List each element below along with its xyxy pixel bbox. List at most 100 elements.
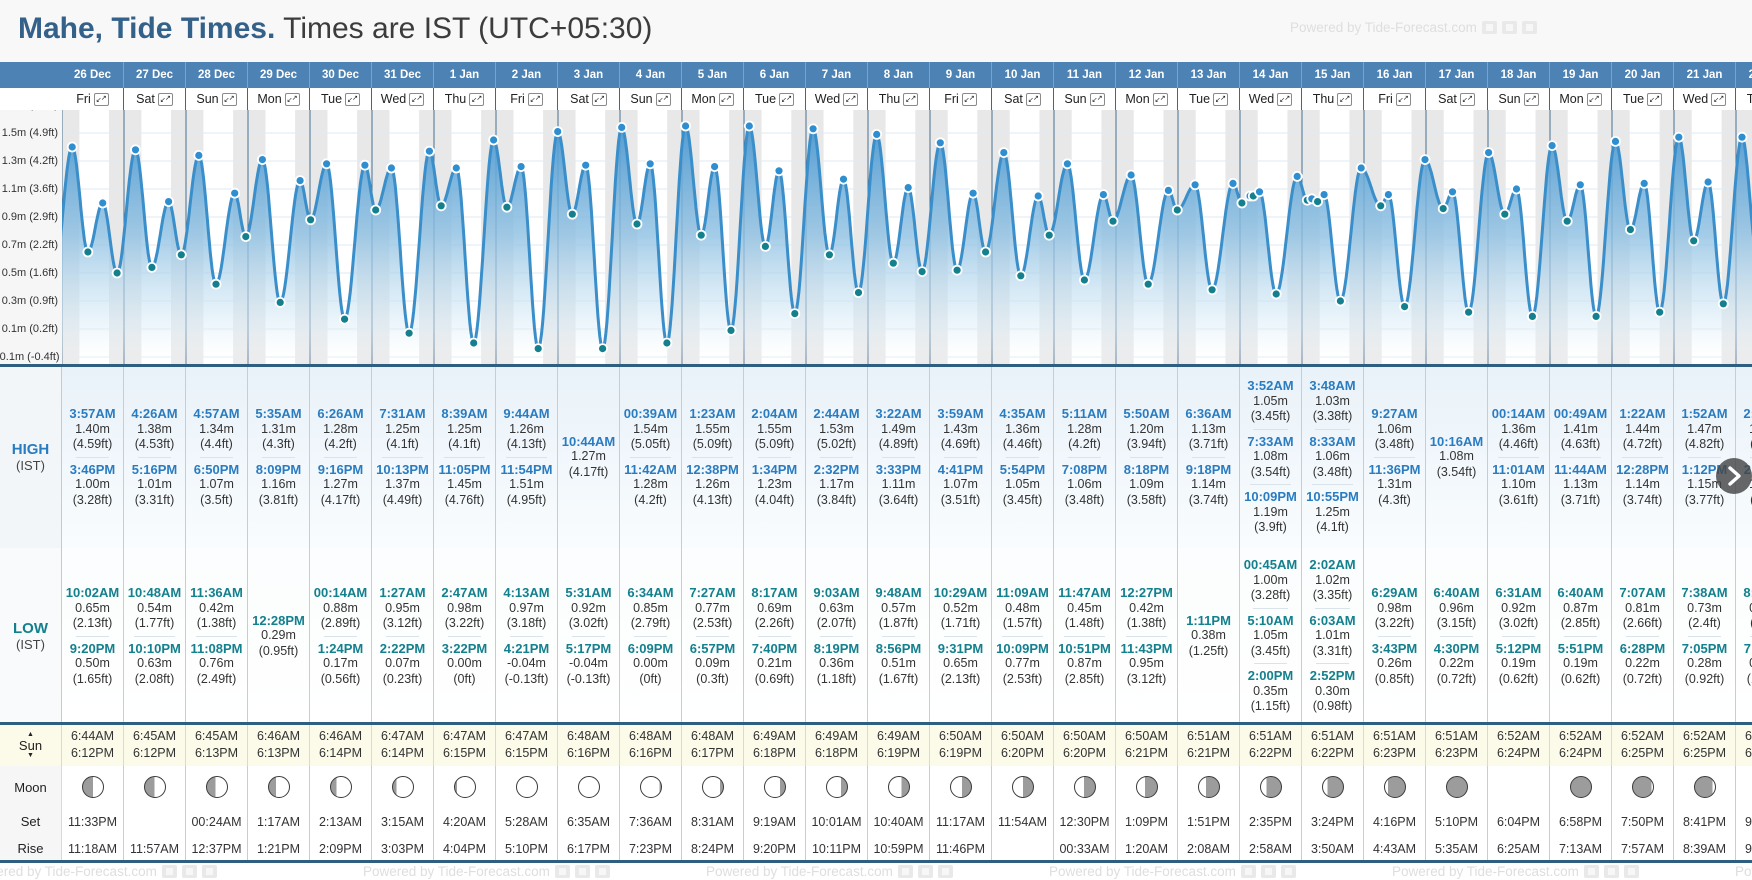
- low-tide-entry: 7:05PM 0.28m (0.92ft): [1681, 635, 1728, 686]
- date-header[interactable]: 21 Jan: [1674, 62, 1736, 88]
- date-header[interactable]: 22 Jan: [1736, 62, 1752, 88]
- expand-day-icon[interactable]: ↗ ↙: [591, 92, 607, 106]
- day-of-week-cell[interactable]: Fri ↗ ↙: [496, 88, 558, 110]
- date-header[interactable]: 2 Jan: [496, 62, 558, 88]
- moonrise-cell: 2:09PM: [310, 835, 372, 862]
- low-tide-entry: 5:17PM -0.04m (-0.13ft): [565, 635, 612, 686]
- expand-day-icon[interactable]: ↗ ↙: [1395, 92, 1411, 106]
- expand-day-icon[interactable]: ↗ ↙: [1152, 92, 1168, 106]
- day-of-week-cell[interactable]: Sat ↗ ↙: [124, 88, 186, 110]
- day-of-week-cell[interactable]: Thu↗↙: [1302, 88, 1364, 110]
- expand-day-icon[interactable]: ↗ ↙: [1711, 92, 1727, 106]
- day-of-week-cell[interactable]: Wed ↗ ↙: [372, 88, 434, 110]
- expand-day-icon[interactable]: ↗ ↙: [1089, 92, 1105, 106]
- expand-day-icon[interactable]: ↗ ↙: [93, 92, 109, 106]
- expand-day-icon[interactable]: ↗ ↙: [1523, 92, 1539, 106]
- expand-day-icon[interactable]: ↗ ↙: [779, 92, 795, 106]
- date-header[interactable]: 18 Jan: [1488, 62, 1550, 88]
- date-header[interactable]: 27 Dec: [124, 62, 186, 88]
- expand-day-icon[interactable]: ↗ ↙: [1586, 92, 1602, 106]
- sun-toggle-up-icon[interactable]: ▲: [27, 730, 34, 738]
- expand-day-icon[interactable]: ↗ ↙: [655, 92, 671, 106]
- day-of-week-cell[interactable]: Mon ↗ ↙: [248, 88, 310, 110]
- date-header[interactable]: 7 Jan: [806, 62, 868, 88]
- date-header[interactable]: 6 Jan: [744, 62, 806, 88]
- day-of-week-cell[interactable]: Fri ↗ ↙: [62, 88, 124, 110]
- day-of-week-cell[interactable]: Wed ↗ ↙: [806, 88, 868, 110]
- date-header[interactable]: 11 Jan: [1054, 62, 1116, 88]
- expand-day-icon[interactable]: ↗ ↙: [221, 92, 237, 106]
- sunrise-sunset-cell: 6:45AM 6:12PM: [124, 724, 186, 766]
- day-of-week-cell[interactable]: Wed ↗ ↙: [1240, 88, 1302, 110]
- expand-day-icon[interactable]: ↗ ↙: [409, 92, 425, 106]
- date-header[interactable]: 9 Jan: [930, 62, 992, 88]
- date-header[interactable]: 12 Jan: [1116, 62, 1178, 88]
- date-header[interactable]: 28 Dec: [186, 62, 248, 88]
- date-header[interactable]: 16 Jan: [1364, 62, 1426, 88]
- day-of-week-cell[interactable]: Thu↗↙: [434, 88, 496, 110]
- date-header[interactable]: 30 Dec: [310, 62, 372, 88]
- expand-day-icon[interactable]: ↗ ↙: [1277, 92, 1293, 106]
- moonrise-cell: 3:50AM: [1302, 835, 1364, 862]
- day-of-week-cell[interactable]: Sat ↗ ↙: [1426, 88, 1488, 110]
- next-days-button[interactable]: [1716, 458, 1752, 494]
- expand-day-icon[interactable]: ↗ ↙: [1213, 92, 1229, 106]
- date-header[interactable]: 4 Jan: [620, 62, 682, 88]
- date-header[interactable]: 8 Jan: [868, 62, 930, 88]
- day-of-week-cell[interactable]: Sun ↗ ↙: [1054, 88, 1116, 110]
- date-header[interactable]: 19 Jan: [1550, 62, 1612, 88]
- day-of-week-cell[interactable]: Sat ↗ ↙: [558, 88, 620, 110]
- day-of-week-cell[interactable]: Sun ↗ ↙: [620, 88, 682, 110]
- expand-day-icon[interactable]: ↗ ↙: [1647, 92, 1663, 106]
- expand-day-icon[interactable]: ↗ ↙: [157, 92, 173, 106]
- low-tide-entry: 10:51PM 0.87m (2.85ft): [1058, 635, 1111, 686]
- date-header[interactable]: 1 Jan: [434, 62, 496, 88]
- sunrise-sunset-cell: 6:50AM 6:19PM: [930, 724, 992, 766]
- day-of-week-cell[interactable]: Thu↗↙: [868, 88, 930, 110]
- expand-day-icon[interactable]: ↗ ↙: [843, 92, 859, 106]
- chart-column-space: [1674, 110, 1736, 366]
- date-header[interactable]: 17 Jan: [1426, 62, 1488, 88]
- sun-toggle-down-icon[interactable]: ▼: [27, 751, 34, 759]
- day-of-week-label: Wed: [1682, 92, 1709, 106]
- day-of-week-cell[interactable]: Tue ↗ ↙: [1612, 88, 1674, 110]
- date-header[interactable]: 26 Dec: [62, 62, 124, 88]
- expand-day-icon[interactable]: ↗ ↙: [1459, 92, 1475, 106]
- day-of-week-label: Thu: [444, 92, 467, 106]
- day-of-week-cell[interactable]: Sun ↗ ↙: [1488, 88, 1550, 110]
- date-header[interactable]: 15 Jan: [1302, 62, 1364, 88]
- day-of-week-cell[interactable]: Sat ↗ ↙: [992, 88, 1054, 110]
- day-of-week-cell[interactable]: Wed ↗ ↙: [1674, 88, 1736, 110]
- expand-day-icon[interactable]: ↗ ↙: [961, 92, 977, 106]
- day-of-week-cell[interactable]: Fri ↗ ↙: [1364, 88, 1426, 110]
- day-of-week-cell[interactable]: Mon ↗ ↙: [1550, 88, 1612, 110]
- day-of-week-cell[interactable]: Tue ↗ ↙: [1178, 88, 1240, 110]
- date-header[interactable]: 5 Jan: [682, 62, 744, 88]
- low-tide-entry: 11:09AM 0.48m (1.57ft): [996, 585, 1049, 630]
- day-of-week-cell[interactable]: Fri ↗ ↙: [930, 88, 992, 110]
- date-header[interactable]: 20 Jan: [1612, 62, 1674, 88]
- date-header[interactable]: 31 Dec: [372, 62, 434, 88]
- moon-phase-icon: [391, 776, 414, 798]
- expand-day-icon[interactable]: ↗ ↙: [1337, 92, 1353, 106]
- day-of-week-cell[interactable]: Mon ↗ ↙: [1116, 88, 1178, 110]
- date-header[interactable]: 29 Dec: [248, 62, 310, 88]
- date-header[interactable]: 3 Jan: [558, 62, 620, 88]
- day-of-week-cell[interactable]: Mon ↗ ↙: [682, 88, 744, 110]
- date-header[interactable]: 13 Jan: [1178, 62, 1240, 88]
- expand-day-icon[interactable]: ↗ ↙: [469, 92, 485, 106]
- expand-day-icon[interactable]: ↗ ↙: [527, 92, 543, 106]
- expand-day-icon[interactable]: ↗ ↙: [284, 92, 300, 106]
- expand-day-icon[interactable]: ↗ ↙: [718, 92, 734, 106]
- day-of-week-cell[interactable]: Thu↗↙: [1736, 88, 1752, 110]
- expand-day-icon[interactable]: ↗ ↙: [903, 92, 919, 106]
- date-header[interactable]: 10 Jan: [992, 62, 1054, 88]
- expand-day-icon[interactable]: ↗ ↙: [345, 92, 361, 106]
- date-header[interactable]: 14 Jan: [1240, 62, 1302, 88]
- high-tide-entry: 00:49AM 1.41m (4.63ft): [1553, 406, 1608, 451]
- day-of-week-cell[interactable]: Sun ↗ ↙: [186, 88, 248, 110]
- day-of-week-cell[interactable]: Tue ↗ ↙: [744, 88, 806, 110]
- expand-day-icon[interactable]: ↗ ↙: [1025, 92, 1041, 106]
- sunrise-sunset-cell: 6:49AM 6:18PM: [806, 724, 868, 766]
- day-of-week-cell[interactable]: Tue ↗ ↙: [310, 88, 372, 110]
